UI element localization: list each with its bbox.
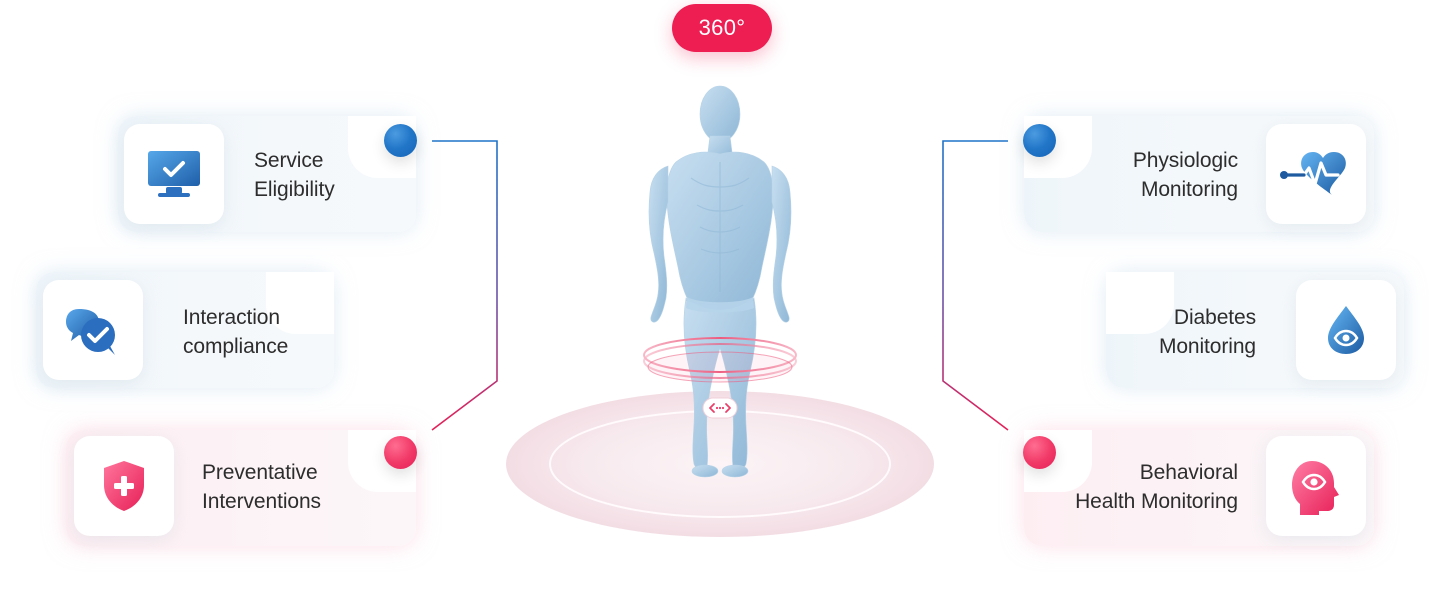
preventative-interventions-line1: Preventative — [202, 461, 318, 484]
preventative-interventions-icon-box — [74, 436, 174, 536]
diabetes-monitoring-icon-box — [1296, 280, 1396, 380]
underwear-band — [686, 297, 754, 313]
behavioral-health-monitoring-line1: Behavioral — [1139, 461, 1238, 484]
service-eligibility-dot — [384, 124, 417, 157]
physiologic-monitoring-dot — [1023, 124, 1056, 157]
right-connector-line — [942, 140, 1009, 431]
behavioral-health-monitoring-label: Behavioral Health Monitoring — [1064, 458, 1238, 516]
behavioral-health-monitoring-line2: Health Monitoring — [1075, 490, 1238, 513]
head-eye-icon — [1292, 461, 1339, 515]
interaction-compliance-label: Interaction compliance — [183, 303, 288, 361]
shield-plus-icon — [104, 461, 144, 511]
physiologic-monitoring-line1: Physiologic — [1132, 149, 1238, 172]
chat-check-icon — [66, 309, 115, 355]
preventative-interventions-line2: Interventions — [202, 490, 321, 513]
physiologic-monitoring-label: Physiologic Monitoring — [1114, 146, 1238, 204]
interaction-compliance-icon-box — [43, 280, 143, 380]
rotation-rings — [643, 337, 797, 383]
human-body-illustration — [506, 85, 934, 537]
interaction-compliance-card-notch — [266, 272, 334, 334]
behavioral-health-monitoring-dot — [1023, 436, 1056, 469]
preventative-interventions-dot — [384, 436, 417, 469]
physiologic-monitoring-line2: Monitoring — [1140, 178, 1238, 201]
body-shape — [648, 85, 792, 478]
preventative-interventions-label: Preventative Interventions — [202, 458, 321, 516]
diabetes-monitoring-line1: Diabetes — [1173, 306, 1256, 329]
drop-eye-icon — [1328, 306, 1364, 354]
interaction-compliance-line2: compliance — [183, 335, 289, 358]
service-eligibility-line2: Eligibility — [254, 178, 335, 201]
interaction-compliance-line1: Interaction — [183, 306, 280, 329]
service-eligibility-line1: Service — [254, 149, 324, 172]
service-eligibility-icon-box — [124, 124, 224, 224]
diabetes-monitoring-line2: Monitoring — [1158, 335, 1256, 358]
diabetes-monitoring-card-notch — [1106, 272, 1174, 334]
heart-pulse-icon — [1280, 152, 1346, 195]
diabetes-monitoring-label: Diabetes Monitoring — [1130, 303, 1256, 361]
platform-outer — [506, 391, 934, 537]
rotate-arrows-icon[interactable] — [702, 397, 738, 419]
physiologic-monitoring-icon-box — [1266, 124, 1366, 224]
human-model-area[interactable] — [500, 74, 940, 544]
left-connector-line — [431, 140, 498, 431]
behavioral-health-monitoring-icon-box — [1266, 436, 1366, 536]
rotation-badge: 360° — [672, 4, 772, 52]
monitor-check-icon — [148, 151, 200, 197]
service-eligibility-label: Service Eligibility — [254, 146, 335, 204]
